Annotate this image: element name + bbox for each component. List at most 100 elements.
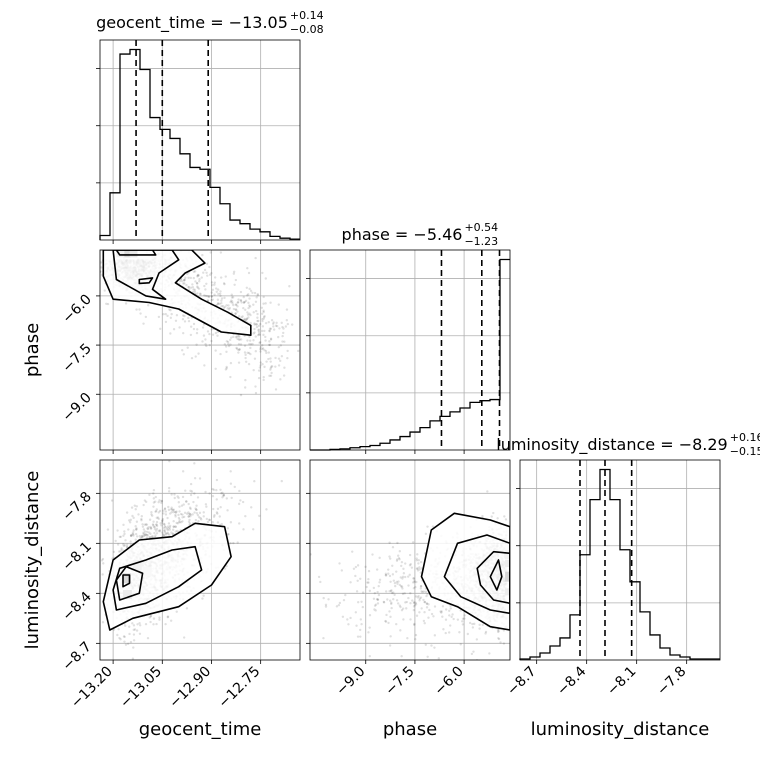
sample-point (244, 308, 247, 311)
sample-point (401, 587, 404, 590)
sample-point (414, 595, 418, 598)
sample-point (210, 295, 214, 298)
sample-point (154, 529, 158, 532)
sample-point (207, 295, 210, 298)
sample-point (405, 600, 409, 604)
sample-point (201, 233, 203, 235)
sample-point (277, 335, 280, 339)
sample-point (142, 532, 145, 535)
sample-point (255, 296, 258, 299)
sample-point (184, 489, 187, 492)
sample-point (157, 199, 159, 201)
sample-point (232, 335, 235, 339)
sample-point (246, 339, 249, 342)
sample-point (256, 316, 259, 319)
sample-point (175, 521, 178, 525)
sample-point (158, 530, 162, 533)
sample-point (119, 638, 122, 641)
sample-point (354, 611, 358, 614)
sample-point (155, 622, 158, 626)
sample-point (105, 302, 108, 305)
sample-point (152, 520, 155, 523)
sample-point (244, 360, 248, 363)
sample-point (448, 609, 451, 613)
sample-point (259, 364, 262, 367)
sample-point (400, 609, 404, 612)
sample-point (400, 560, 404, 564)
sample-point (149, 527, 153, 530)
sample-point (198, 292, 202, 295)
sample-point (141, 523, 144, 526)
sample-point (178, 326, 181, 329)
sample-point (174, 212, 176, 214)
sample-point (230, 293, 233, 296)
sample-point (174, 511, 178, 514)
sample-point (218, 302, 221, 306)
sample-point (417, 559, 420, 562)
sample-point (168, 460, 171, 463)
sample-point (261, 344, 264, 347)
sample-point (400, 564, 403, 568)
sample-point (407, 584, 410, 587)
sample-point (203, 284, 206, 288)
sample-point (163, 530, 167, 534)
sample-point (423, 611, 426, 614)
sample-point (123, 530, 126, 533)
sample-point (267, 320, 270, 324)
sample-point (213, 293, 216, 296)
sample-point (423, 621, 426, 625)
sample-point (151, 534, 154, 538)
sample-point (456, 618, 460, 621)
sample-point (254, 350, 258, 353)
sample-point (413, 579, 416, 583)
sample-point (284, 577, 286, 579)
sample-point (139, 536, 142, 540)
sample-point (118, 535, 122, 539)
sample-point (286, 322, 290, 326)
sample-point (248, 304, 251, 307)
sample-point (229, 541, 232, 545)
sample-point (414, 601, 417, 605)
sample-point (389, 635, 392, 638)
sample-point (414, 638, 417, 641)
sample-point (157, 315, 161, 319)
sample-point (271, 322, 275, 326)
sample-point (195, 508, 198, 512)
sample-point (120, 548, 123, 552)
sample-point (152, 497, 156, 500)
sample-point (376, 590, 379, 594)
sample-point (146, 534, 149, 537)
sample-point (227, 304, 230, 307)
sample-point (245, 317, 249, 321)
sample-point (409, 602, 412, 605)
sample-point (430, 644, 433, 647)
sample-point (208, 237, 210, 239)
sample-point (129, 533, 133, 537)
sample-point (409, 563, 412, 566)
sample-point (416, 553, 419, 556)
sample-point (124, 643, 128, 646)
sample-point (272, 328, 276, 331)
sample-point (187, 515, 191, 518)
x-tick-label: −12.90 (166, 664, 214, 712)
title-minus-error: −0.08 (290, 23, 324, 36)
sample-point (252, 339, 255, 342)
sample-point (117, 550, 121, 553)
sample-point (183, 511, 187, 515)
sample-point (239, 393, 243, 397)
sample-point (162, 522, 166, 526)
sample-point (86, 271, 88, 273)
sample-point (181, 513, 184, 516)
sample-point (377, 593, 381, 597)
sample-point (504, 518, 508, 521)
contour-level-1 (443, 534, 510, 615)
contour-level-2 (115, 250, 157, 256)
sample-point (226, 527, 230, 530)
sample-point (135, 246, 137, 248)
sample-point (425, 602, 429, 605)
sample-point (481, 514, 484, 518)
sample-point (129, 640, 133, 644)
sample-point (214, 349, 217, 352)
sample-point (257, 369, 261, 372)
sample-point (413, 604, 417, 607)
